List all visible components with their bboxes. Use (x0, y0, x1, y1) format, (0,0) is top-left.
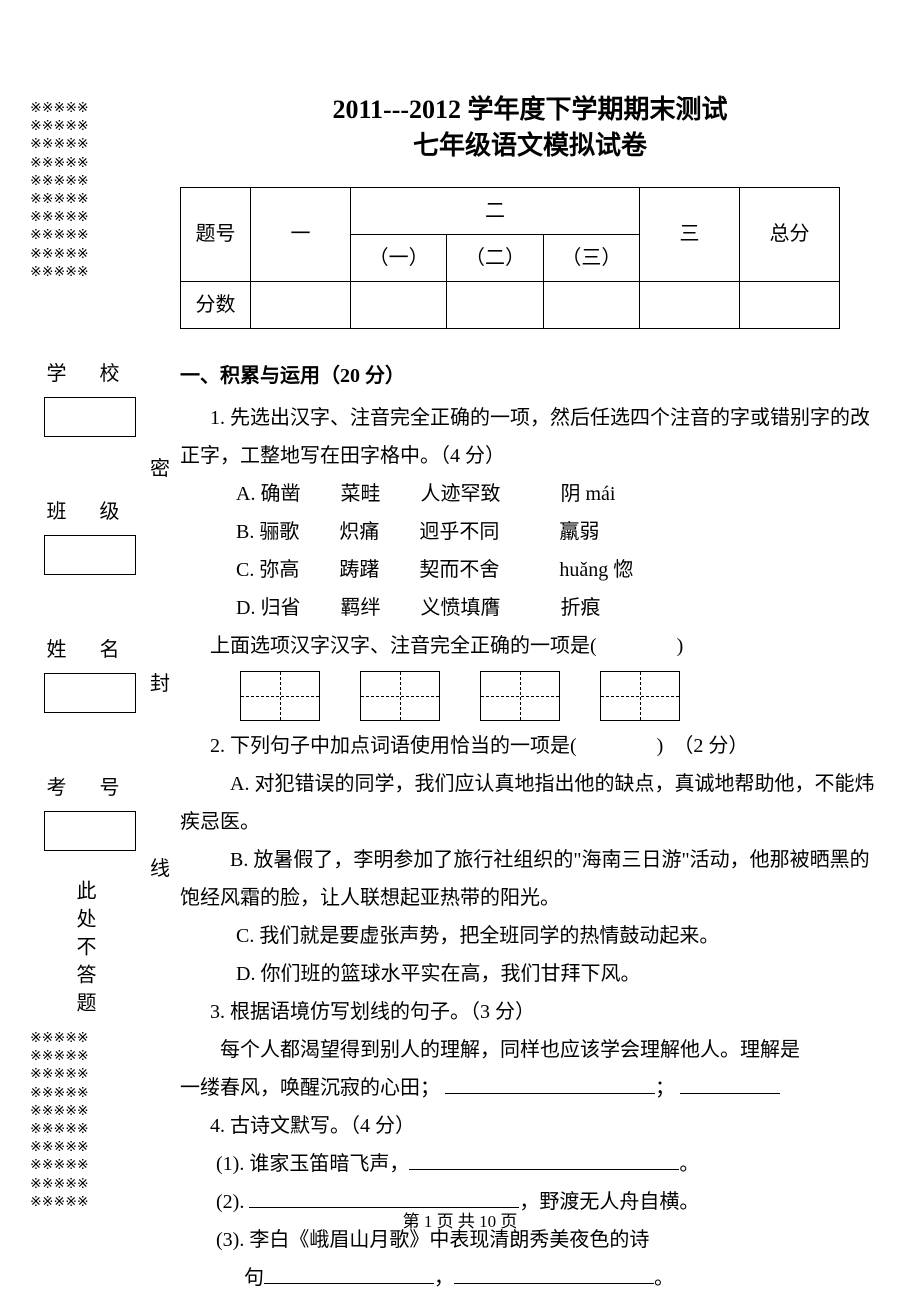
q4-1: (1). 谁家玉笛暗飞声，。 (180, 1145, 880, 1183)
tianzi-cell[interactable] (240, 671, 320, 721)
page: ※※※※※※※※※※※※※※※ ※※※※※※※※※※※※※※※ ※※※※※※※※… (0, 0, 920, 1274)
q3-body2: 一缕春风，唤醒沉寂的心田； ； (180, 1069, 880, 1107)
th-1: 一 (251, 187, 351, 281)
seal-xian: 线 (150, 850, 170, 888)
input-name[interactable] (44, 673, 136, 713)
input-id[interactable] (44, 811, 136, 851)
label-name: 姓 名 (35, 631, 145, 669)
page-footer: 第 1 页 共 10 页 (0, 1206, 920, 1238)
binding-sidebar: 学 校 班 级 姓 名 考 号 (35, 355, 145, 907)
q1-stem: 1. 先选出汉字、注音完全正确的一项，然后任选四个注音的字或错别字的改正字，工整… (180, 399, 880, 475)
q1-B: B. 骊歌 炽痛 迥乎不同 羸弱 (180, 513, 880, 551)
q4-1-blank[interactable] (409, 1150, 679, 1170)
th-num: 题号 (181, 187, 251, 281)
q3-text-b: 一缕春风，唤醒沉寂的心田； (180, 1077, 440, 1099)
q3-stem: 3. 根据语境仿写划线的句子。（3 分） (180, 993, 880, 1031)
q3-blank2[interactable] (680, 1074, 780, 1094)
tianzi-grid-row (240, 671, 880, 721)
marks-bottom: ※※※※※※※※※※※※※※※ ※※※※※※※※※※※※※※※ ※※※※※※※※… (30, 1030, 125, 1212)
tianzi-cell[interactable] (480, 671, 560, 721)
th-2-3: （三） (543, 234, 639, 281)
q3-text-a: 每个人都渴望得到别人的理解，同样也应该学会理解他人。理解是 (220, 1039, 800, 1061)
q2-D: D. 你们班的篮球水平实在高，我们甘拜下风。 (180, 955, 880, 993)
q1-C: C. 弥高 踌躇 契而不舍 huǎng 惚 (180, 551, 880, 589)
input-school[interactable] (44, 397, 136, 437)
label-school: 学 校 (35, 355, 145, 393)
no-answer-text: 此处不答题 (65, 880, 103, 1020)
tianzi-cell[interactable] (360, 671, 440, 721)
q4-stem: 4. 古诗文默写。（4 分） (180, 1107, 880, 1145)
th-2-1: （一） (351, 234, 447, 281)
q3-body: 每个人都渴望得到别人的理解，同样也应该学会理解他人。理解是 (180, 1031, 880, 1069)
q4-3b: 句，。 (180, 1259, 880, 1297)
th-3: 三 (640, 187, 740, 281)
marks-top: ※※※※※※※※※※※※※※※ ※※※※※※※※※※※※※※※ ※※※※※※※※… (30, 100, 125, 282)
q2-B: B. 放暑假了，李明参加了旅行社组织的"海南三日游"活动，他那被晒黑的饱经风霜的… (180, 841, 880, 917)
th-2-2: （二） (447, 234, 543, 281)
main-content: 2011---2012 学年度下学期期末测试 七年级语文模拟试卷 题号 一 二 … (180, 92, 880, 1297)
q2-stem: 2. 下列句子中加点词语使用恰当的一项是( ) （2 分） (180, 727, 880, 765)
q2-A: A. 对犯错误的同学，我们应认真地指出他的缺点，真诚地帮助他，不能炜疾忌医。 (180, 765, 880, 841)
th-2: 二 (351, 187, 640, 234)
input-class[interactable] (44, 535, 136, 575)
tianzi-cell[interactable] (600, 671, 680, 721)
score-table: 题号 一 二 三 总分 （一） （二） （三） 分数 (180, 187, 840, 329)
label-class: 班 级 (35, 493, 145, 531)
th-total: 总分 (740, 187, 840, 281)
title-line2: 七年级语文模拟试卷 (180, 128, 880, 164)
row-score-label: 分数 (181, 281, 251, 328)
q1-fill: 上面选项汉字汉字、注音完全正确的一项是( ) (180, 627, 880, 665)
title-line1: 2011---2012 学年度下学期期末测试 (180, 92, 880, 128)
q1-D: D. 归省 羁绊 义愤填膺 折痕 (180, 589, 880, 627)
section1-title: 一、积累与运用（20 分） (180, 357, 880, 395)
q3-blank1[interactable] (445, 1074, 655, 1094)
q2-C: C. 我们就是要虚张声势，把全班同学的热情鼓动起来。 (180, 917, 880, 955)
label-id: 考 号 (35, 769, 145, 807)
seal-mi: 密 (150, 450, 170, 488)
seal-feng: 封 (150, 665, 170, 703)
q1-A: A. 确凿 菜畦 人迹罕致 阴 mái (180, 475, 880, 513)
